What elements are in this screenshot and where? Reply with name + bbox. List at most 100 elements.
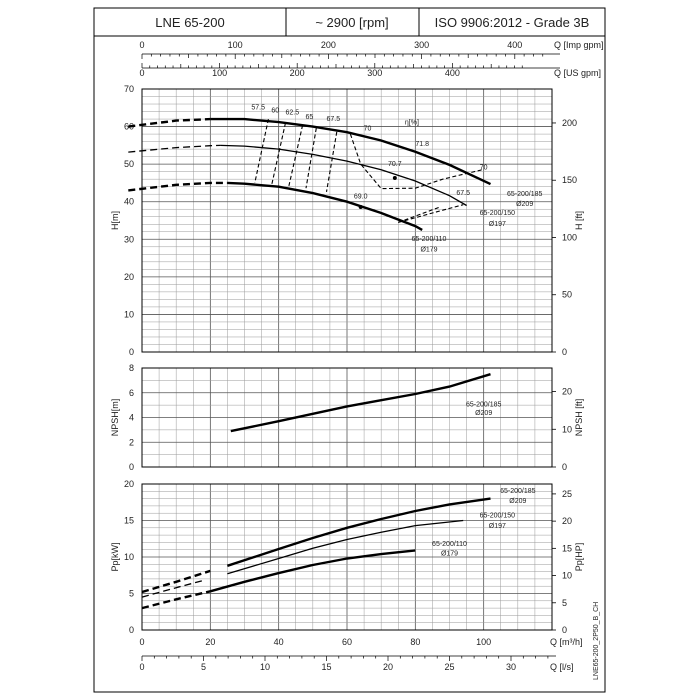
top-axis-tick-label: 200 [321, 40, 336, 50]
curve-solid-0 [227, 497, 491, 567]
y2-tick-label: 20 [562, 387, 572, 397]
y2-tick-label: 25 [562, 489, 572, 499]
efficiency-value-label: 65 [306, 114, 314, 121]
top-flow-axes: 0 100 200 300 400 Q [Imp gpm] 0 100 200 300 400 Q [… [139, 40, 603, 78]
efficiency-value-label: 60 [271, 107, 279, 114]
y-axis-label: NPSH[m] [110, 399, 120, 437]
bep-dot [392, 176, 397, 181]
curve-solid-1 [227, 519, 464, 575]
efficiency-value-label: 67.5 [327, 116, 341, 123]
iso-efficiency-line-low2 [398, 206, 440, 223]
y-tick-label: 6 [129, 388, 134, 398]
top-axis-tick-label: 400 [445, 68, 460, 78]
efficiency-value-label: 70 [364, 125, 372, 132]
top-axis-label: Q [Imp gpm] [554, 40, 604, 50]
y2-axis-label: Pp[HP] [574, 543, 584, 572]
bep-dot [358, 204, 363, 209]
y2-tick-label: 0 [562, 625, 567, 635]
header-model: LNE 65-200 [155, 15, 224, 30]
y-tick-label: 30 [124, 234, 134, 244]
curve-dashed-1 [141, 579, 204, 598]
curve-diameter-label: Ø179 [441, 551, 458, 558]
y-tick-label: 40 [124, 197, 134, 207]
iso-efficiency-line [325, 131, 338, 192]
curve-name-label: 65-200/150 [480, 210, 516, 217]
x-axis-label: Q [m³/h] [550, 637, 583, 647]
x2-tick-label: 5 [201, 662, 206, 672]
curve-diameter-label: Ø209 [509, 498, 526, 505]
y-tick-label: 0 [129, 625, 134, 635]
x2-tick-label: 20 [383, 662, 393, 672]
x-tick-label: 60 [342, 637, 352, 647]
top-axis-tick-label: 0 [139, 40, 144, 50]
y2-tick-label: 20 [562, 516, 572, 526]
header-speed: ~ 2900 [rpm] [315, 15, 388, 30]
y-tick-label: 0 [129, 347, 134, 357]
curve-solid-1 [220, 144, 467, 207]
y-tick-label: 15 [124, 516, 134, 526]
side-code: LNE65-200_2P50_B_CH [593, 602, 600, 680]
efficiency-value-label: 57.5 [251, 105, 265, 112]
y2-tick-label: 15 [562, 543, 572, 553]
y2-tick-label: 0 [562, 347, 567, 357]
y-tick-label: 20 [124, 479, 134, 489]
top-axis-tick-label: 400 [507, 40, 522, 50]
y-tick-label: 8 [129, 363, 134, 373]
y-tick-label: 10 [124, 552, 134, 562]
iso-efficiency-line [254, 118, 269, 184]
curve-solid-0 [210, 117, 492, 186]
curve-solid-2 [209, 549, 416, 593]
iso-efficiency-line [305, 128, 317, 189]
y-tick-label: 20 [124, 272, 134, 282]
top-axis-label: Q [US gpm] [554, 68, 601, 78]
curve-dashed-2 [141, 590, 211, 610]
curve-diameter-label: Ø197 [489, 523, 506, 530]
bottom-flow-axes: 0 20 40 60 80 100 Q [m³/h] 0 5 10 15 20 25 30 Q [l/s] [139, 637, 582, 672]
curve-solid-0 [230, 373, 491, 433]
y-tick-label: 2 [129, 437, 134, 447]
curve-name-label: 65-200/185 [507, 191, 543, 198]
curve-diameter-label: Ø209 [475, 410, 492, 417]
panel-frame [141, 483, 553, 631]
curve-dashed-0 [141, 569, 211, 594]
x-tick-label: 0 [139, 637, 144, 647]
iso-efficiency-line [288, 124, 304, 187]
y-tick-label: 50 [124, 159, 134, 169]
panel-frame [141, 367, 553, 468]
y2-tick-label: 0 [562, 462, 567, 472]
npsh-panel: 0 2 4 6 8 0 10 20 NPSH[m] NPSH [ft] 65-200/185 Ø209 [110, 363, 584, 472]
y-tick-label: 0 [129, 462, 134, 472]
x-tick-label: 40 [274, 637, 284, 647]
y2-tick-label: 150 [562, 175, 577, 185]
curve-diameter-label: Ø197 [489, 221, 506, 228]
iso-efficiency-loop [349, 133, 484, 190]
top-axis-tick-label: 0 [139, 68, 144, 78]
x-tick-label: 80 [410, 637, 420, 647]
efficiency-axis-label: η[%] [405, 120, 419, 127]
curve-dashed-1 [128, 144, 221, 153]
y2-tick-label: 10 [562, 424, 572, 434]
y-tick-label: 4 [129, 413, 134, 423]
x2-tick-label: 15 [321, 662, 331, 672]
y2-tick-label: 5 [562, 598, 567, 608]
iso-efficiency-line-low [398, 204, 464, 223]
curve-name-label: 65-200/185 [500, 488, 536, 495]
x2-tick-label: 10 [260, 662, 270, 672]
curve-name-label: 65-200/110 [412, 236, 447, 243]
y2-axis-label: H [ft] [574, 211, 584, 230]
efficiency-value-label: 70.7 [388, 161, 402, 168]
y-axis-label: H[m] [110, 211, 120, 230]
y-tick-label: 5 [129, 589, 134, 599]
curve-name-label: 65-200/150 [480, 513, 516, 520]
efficiency-value-label: 62.5 [286, 110, 300, 117]
top-axis-tick-label: 300 [414, 40, 429, 50]
x-tick-label: 100 [476, 637, 491, 647]
efficiency-value-label: 67.5 [456, 190, 470, 197]
curve-dashed-0 [128, 117, 211, 128]
y2-tick-label: 10 [562, 571, 572, 581]
y2-axis-label: NPSH [ft] [574, 399, 584, 437]
y-tick-label: 10 [124, 309, 134, 319]
head-panel: 0 10 20 30 40 50 60 70 0 50 100 150 200 H[m] H [ft] 57.… [110, 84, 584, 357]
y-tick-label: 70 [124, 84, 134, 94]
